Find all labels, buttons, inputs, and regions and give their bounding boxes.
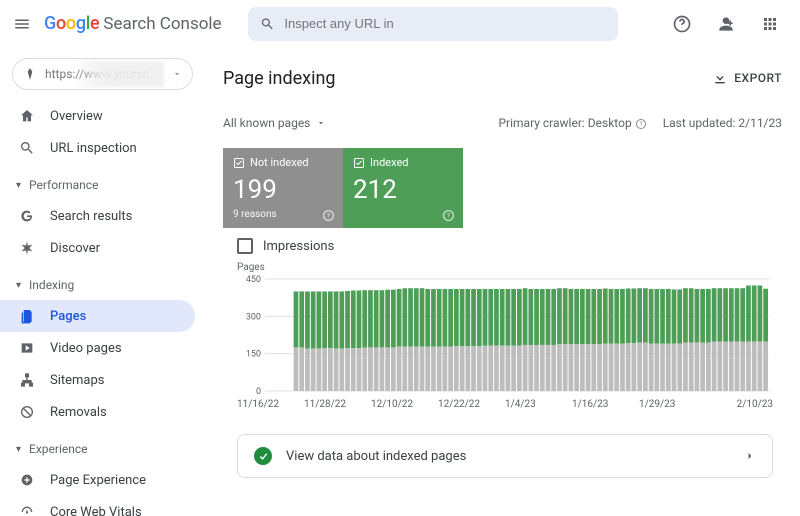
view-indexed-pages-link[interactable]: View data about indexed pages	[237, 434, 773, 478]
section-indexing[interactable]: ▾ Indexing	[0, 270, 205, 300]
svg-text:150: 150	[246, 350, 261, 360]
nav-overview[interactable]: Overview	[0, 100, 195, 132]
x-axis-labels: 11/16/2211/28/2212/10/2212/22/221/4/231/…	[237, 399, 773, 410]
y-axis-title: Pages	[237, 262, 782, 273]
download-icon	[712, 70, 728, 86]
search-icon	[18, 139, 36, 157]
svg-text:?: ?	[447, 212, 450, 220]
hamburger-menu-icon[interactable]	[12, 14, 32, 34]
pages-filter[interactable]: All known pages	[223, 116, 326, 130]
main-content: Page indexing EXPORT All known pages Pri…	[205, 48, 800, 516]
check-circle-icon	[254, 447, 272, 465]
last-updated: Last updated: 2/11/23	[663, 116, 782, 130]
svg-text:0: 0	[256, 387, 261, 395]
nav-search-results[interactable]: Search results	[0, 200, 195, 232]
speedometer-icon	[18, 503, 36, 516]
nav-url-inspection[interactable]: URL inspection	[0, 132, 195, 164]
url-inspect-search[interactable]	[248, 7, 618, 41]
sitemap-icon	[18, 371, 36, 389]
sidebar: https://www.yoursit... Overview URL insp…	[0, 48, 205, 516]
card-indexed[interactable]: Indexed 212 ?	[343, 148, 463, 228]
primary-crawler: Primary crawler: Desktop ?	[498, 116, 646, 130]
help-circle-icon[interactable]: ?	[635, 118, 647, 130]
checkbox-icon[interactable]	[237, 238, 253, 254]
svg-text:450: 450	[246, 275, 261, 285]
topbar: Google Search Console	[0, 0, 800, 48]
chevron-down-icon	[172, 69, 182, 79]
pages-icon	[18, 307, 36, 325]
indexing-chart: 0 150 300 450	[237, 275, 773, 395]
nav-core-web-vitals[interactable]: Core Web Vitals	[0, 496, 195, 516]
info-icon[interactable]: ?	[442, 209, 455, 222]
svg-text:?: ?	[639, 121, 642, 128]
product-logo[interactable]: Google Search Console	[44, 13, 222, 34]
property-selector[interactable]: https://www.yoursit...	[12, 58, 193, 90]
svg-text:300: 300	[246, 312, 261, 322]
nav-discover[interactable]: Discover	[0, 232, 195, 264]
plus-circle-icon	[18, 471, 36, 489]
nav-sitemaps[interactable]: Sitemaps	[0, 364, 195, 396]
google-g-icon	[18, 207, 36, 225]
chevron-down-icon	[316, 118, 326, 128]
chevron-down-icon: ▾	[16, 444, 21, 455]
checkbox-icon	[353, 157, 365, 169]
section-performance[interactable]: ▾ Performance	[0, 170, 205, 200]
card-not-indexed[interactable]: Not indexed 199 9 reasons ?	[223, 148, 343, 228]
chevron-right-icon	[744, 450, 756, 462]
svg-text:?: ?	[327, 212, 330, 220]
impressions-toggle[interactable]: Impressions	[223, 238, 782, 254]
nav-removals[interactable]: Removals	[0, 396, 195, 428]
help-icon[interactable]	[670, 12, 694, 36]
asterisk-icon	[18, 239, 36, 257]
url-inspect-input[interactable]	[284, 16, 605, 31]
users-icon[interactable]	[714, 12, 738, 36]
video-icon	[18, 339, 36, 357]
chevron-down-icon: ▾	[16, 280, 21, 291]
section-experience[interactable]: ▾ Experience	[0, 434, 205, 464]
product-name: Search Console	[103, 14, 221, 34]
home-icon	[18, 107, 36, 125]
nav-video-pages[interactable]: Video pages	[0, 332, 195, 364]
nav-page-experience[interactable]: Page Experience	[0, 464, 195, 496]
block-icon	[18, 403, 36, 421]
info-icon[interactable]: ?	[322, 209, 335, 222]
search-icon	[260, 16, 275, 32]
nav-pages[interactable]: Pages	[0, 300, 195, 332]
checkbox-icon	[233, 157, 245, 169]
chevron-down-icon: ▾	[16, 180, 21, 191]
page-title: Page indexing	[223, 68, 336, 89]
diamond-icon	[23, 67, 37, 81]
export-button[interactable]: EXPORT	[712, 70, 782, 86]
apps-grid-icon[interactable]	[758, 12, 782, 36]
